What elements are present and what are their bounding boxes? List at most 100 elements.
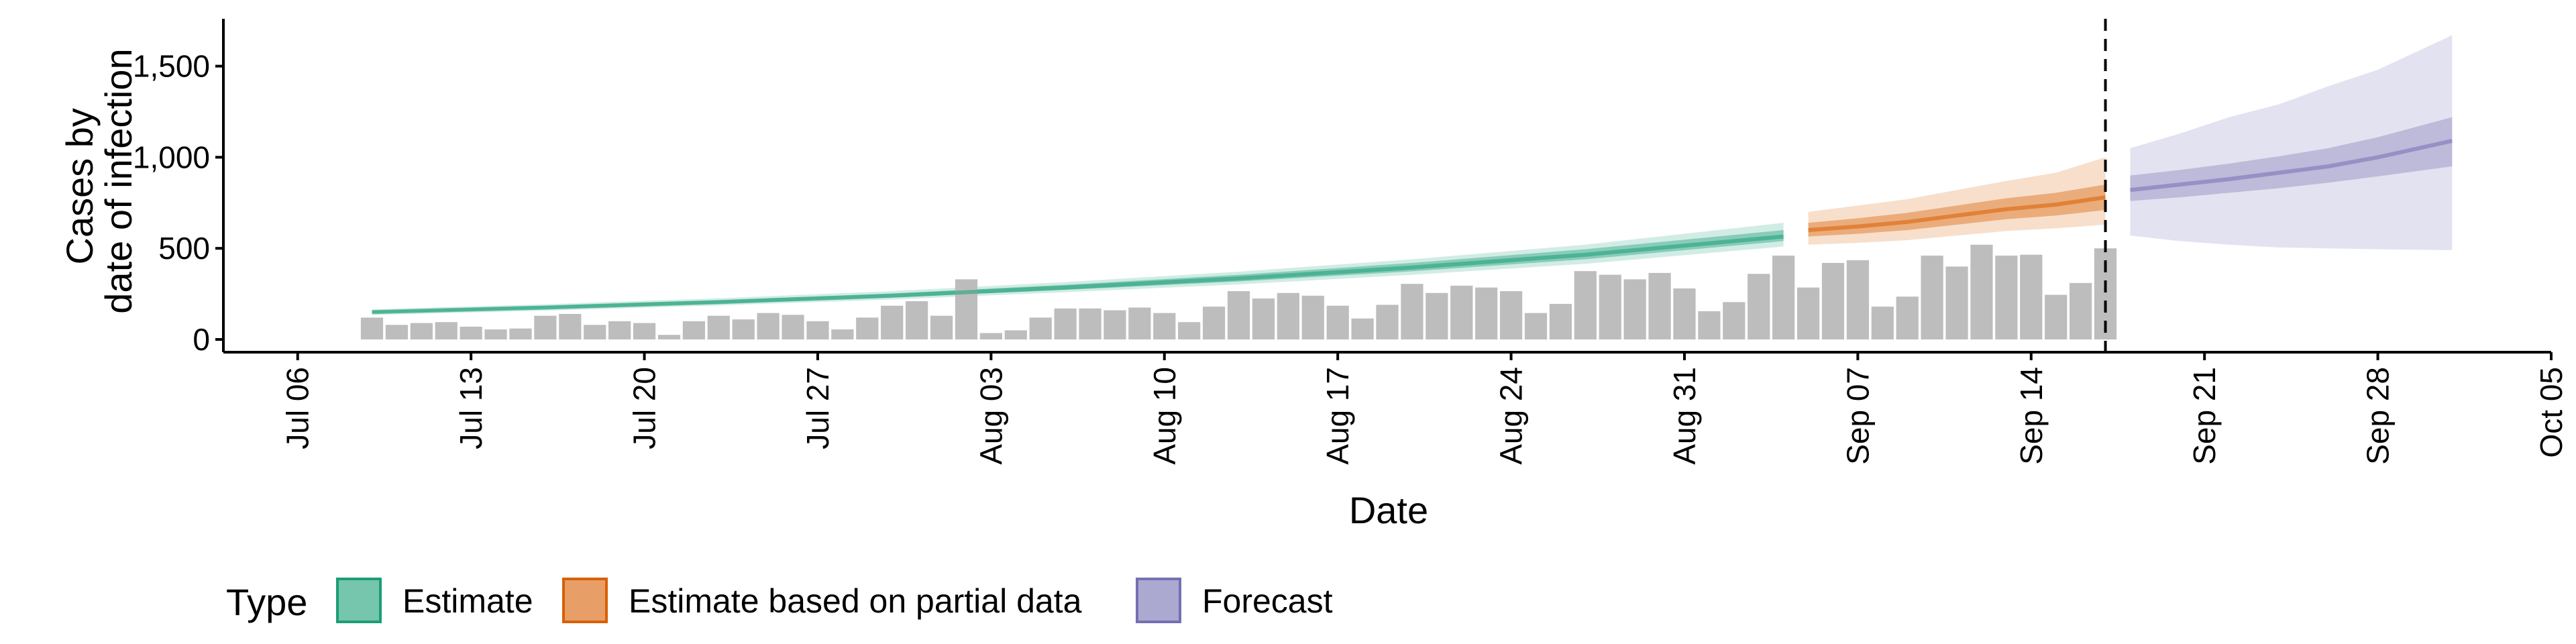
legend-title: Type xyxy=(226,581,307,623)
bar-day-21 xyxy=(881,305,904,339)
x-tick-label-11: Sep 21 xyxy=(2187,367,2222,465)
bar-day-23 xyxy=(930,315,953,339)
x-tick-label-4: Aug 03 xyxy=(973,367,1008,465)
x-tick-label-12: Sep 28 xyxy=(2361,367,2396,465)
bar-day-67 xyxy=(2020,254,2043,339)
bar-day-40 xyxy=(1351,318,1374,339)
bar-day-50 xyxy=(1599,274,1621,339)
bar-day-39 xyxy=(1326,305,1349,339)
x-tick-label-6: Aug 17 xyxy=(1320,367,1355,465)
x-tick-label-1: Jul 13 xyxy=(453,367,488,449)
x-tick-label-2: Jul 20 xyxy=(627,367,662,449)
bar-day-58 xyxy=(1796,287,1820,339)
bar-day-62 xyxy=(1896,297,1919,339)
bar-day-45 xyxy=(1475,287,1498,339)
band-outer-series-2 xyxy=(2130,35,2453,250)
band-outer-series-0 xyxy=(372,223,1784,315)
y-tick-label-1: 500 xyxy=(158,231,210,266)
bar-day-26 xyxy=(1004,330,1027,339)
median-line-series-2 xyxy=(2130,139,2453,193)
bar-day-22 xyxy=(906,301,928,339)
y-tick-label-0: 0 xyxy=(193,322,210,357)
bar-day-16 xyxy=(757,313,780,339)
legend-key-estimate xyxy=(336,578,382,623)
bar-day-25 xyxy=(979,333,1002,339)
y-axis-title: Cases by date of infection xyxy=(58,48,140,313)
legend-key-partial xyxy=(562,578,608,623)
bar-day-42 xyxy=(1401,284,1424,339)
bar-day-11 xyxy=(633,323,656,339)
bar-layer xyxy=(360,244,2117,339)
bar-day-13 xyxy=(682,321,705,339)
bar-day-20 xyxy=(856,317,879,339)
bar-day-7 xyxy=(534,315,557,339)
bar-day-51 xyxy=(1623,279,1646,339)
bar-day-34 xyxy=(1202,307,1226,339)
bar-day-0 xyxy=(360,317,384,339)
bar-day-6 xyxy=(509,328,532,339)
x-tick-label-0: Jul 06 xyxy=(280,367,315,449)
bar-day-55 xyxy=(1723,302,1746,339)
x-tick-label-9: Sep 07 xyxy=(1840,367,1875,465)
bar-day-12 xyxy=(657,335,681,339)
bar-day-1 xyxy=(385,325,409,339)
x-tick-label-7: Aug 24 xyxy=(1494,367,1529,465)
y-axis-title-line-1: Cases by xyxy=(58,108,101,264)
bar-day-9 xyxy=(584,325,606,339)
bar-day-24 xyxy=(955,279,978,339)
legend-label-forecast: Forecast xyxy=(1202,582,1333,620)
x-tick-label-8: Aug 31 xyxy=(1667,367,1702,465)
bar-day-3 xyxy=(435,322,458,339)
x-tick-label-5: Aug 10 xyxy=(1147,367,1182,465)
bar-day-35 xyxy=(1227,291,1250,339)
bar-day-32 xyxy=(1153,313,1176,339)
bar-day-41 xyxy=(1376,305,1399,339)
bar-day-53 xyxy=(1673,288,1696,339)
bar-day-5 xyxy=(484,329,507,339)
bar-day-69 xyxy=(2070,282,2092,339)
bar-day-49 xyxy=(1574,271,1597,339)
x-tick-label-13: Oct 05 xyxy=(2534,367,2569,458)
y-axis-title-line-2: date of infection xyxy=(97,48,140,313)
bar-day-2 xyxy=(410,323,433,339)
x-tick-label-10: Sep 14 xyxy=(2014,367,2049,465)
bar-day-19 xyxy=(831,329,854,339)
bar-day-60 xyxy=(1846,260,1869,339)
bar-day-66 xyxy=(1995,256,2018,339)
bar-day-63 xyxy=(1921,256,1943,339)
bar-day-68 xyxy=(2045,294,2068,339)
axes: 0 500 1,000 1,500 Jul 06 Jul 13 Jul 20 Jul 27 A… xyxy=(133,19,2569,465)
bar-day-10 xyxy=(608,321,631,339)
bar-day-54 xyxy=(1698,311,1721,339)
y-tick-label-2: 1,000 xyxy=(133,140,210,174)
bar-day-48 xyxy=(1549,304,1572,339)
bar-day-8 xyxy=(559,313,582,339)
median-line-layer xyxy=(372,139,2453,315)
legend-key-forecast xyxy=(1136,578,1181,623)
bar-day-59 xyxy=(1821,262,1845,339)
bar-day-56 xyxy=(1748,274,1770,339)
bar-day-18 xyxy=(806,321,829,339)
bar-day-29 xyxy=(1079,308,1102,339)
median-line-series-0 xyxy=(372,234,1784,315)
bar-day-47 xyxy=(1524,313,1548,339)
bar-day-61 xyxy=(1871,307,1894,339)
bar-day-43 xyxy=(1426,292,1448,339)
bar-day-38 xyxy=(1301,295,1324,339)
bar-day-46 xyxy=(1499,291,1523,339)
bar-day-36 xyxy=(1252,298,1275,339)
bar-day-57 xyxy=(1772,256,1795,339)
bar-day-33 xyxy=(1178,322,1201,339)
legend-label-estimate: Estimate xyxy=(402,582,533,620)
bar-day-52 xyxy=(1648,272,1671,339)
legend: Type Estimate Estimate based on partial … xyxy=(226,578,1333,623)
bar-day-28 xyxy=(1054,308,1077,339)
bar-day-17 xyxy=(782,315,804,339)
x-ticks: Jul 06 Jul 13 Jul 20 Jul 27 Aug 03 Aug 10 Aug … xyxy=(280,352,2569,465)
x-tick-label-3: Jul 27 xyxy=(800,367,835,449)
bar-day-65 xyxy=(1970,244,1993,339)
bar-day-37 xyxy=(1277,292,1299,339)
y-tick-label-3: 1,500 xyxy=(133,49,210,84)
median-line-series-1 xyxy=(1808,195,2106,233)
y-ticks: 0 500 1,000 1,500 xyxy=(133,49,223,357)
